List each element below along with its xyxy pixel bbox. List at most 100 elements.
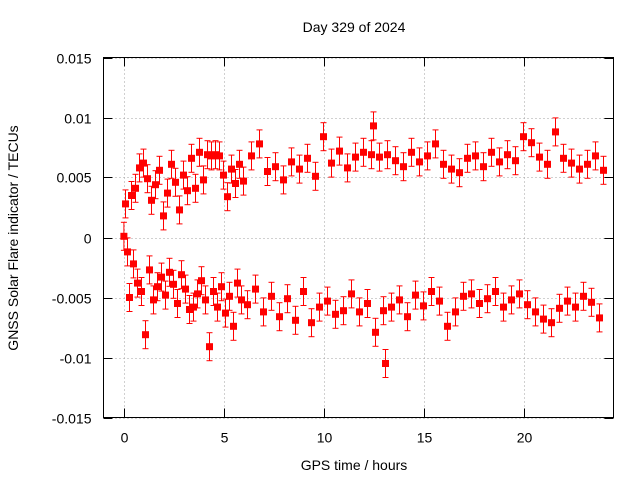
data-point [238,285,245,315]
data-point [440,149,447,179]
data-point [536,142,543,172]
plot-frame [103,57,614,418]
data-point [234,268,241,298]
data-point [444,311,451,341]
data-point [144,164,151,194]
data-point [370,111,377,141]
data-point [516,279,523,309]
data-point [568,148,575,178]
data-point [256,129,263,159]
data-point [158,262,165,292]
y-tick-label: 0.015 [56,51,91,67]
data-point [592,141,599,171]
data-point [316,292,323,322]
data-point [240,166,247,196]
data-point [130,249,137,279]
data-point [174,289,181,318]
data-point [196,137,203,167]
data-point [560,143,567,173]
data-point [412,280,419,310]
data-point [324,286,331,316]
data-point [332,299,339,329]
data-point [372,317,379,347]
data-point [340,296,347,326]
data-point [360,137,367,167]
data-point [138,277,145,306]
data-point [136,153,143,183]
data-point [288,147,295,177]
data-point [182,274,189,304]
data-point [252,274,259,304]
data-point [452,297,459,327]
data-point [218,272,225,302]
data-point [168,149,175,179]
data-point [456,158,463,188]
data-point [184,176,191,206]
data-point [206,332,213,362]
data-point [496,147,503,177]
data-point [122,189,129,219]
data-point [400,152,407,182]
data-point [584,149,591,179]
data-point [464,143,471,173]
data-point [382,349,389,378]
data-point [544,149,551,179]
y-tick-label: -0.01 [60,351,92,367]
data-point [134,268,141,298]
x-tick-label: 15 [417,430,433,446]
data-point [380,296,387,326]
grid [103,57,614,419]
data-point [244,290,251,320]
data-point [292,305,299,335]
data-point [600,155,607,185]
data-point [408,137,415,167]
data-point [368,140,375,170]
data-point [188,143,195,173]
data-point [492,277,499,306]
data-point [504,140,511,170]
data-point [576,154,583,184]
data-point [416,147,423,177]
data-point [392,146,399,176]
data-point [120,221,128,251]
data-point [148,185,155,215]
data-point [128,181,135,210]
data-point [230,311,237,341]
data-point [304,143,311,173]
data-point [552,117,559,147]
y-tick-label: 0 [84,231,92,247]
data-point [364,289,371,318]
data-point [248,141,255,171]
data-point [212,140,219,170]
data-point [528,128,535,158]
data-point [156,155,163,185]
data-point [500,292,507,322]
data-point [154,272,161,302]
data-series [120,111,607,378]
x-tick-label: 5 [221,430,229,446]
data-point [320,122,327,152]
data-point [210,277,217,306]
x-tick-labels: 0 5 10 15 20 [121,430,533,446]
data-point [214,292,221,322]
data-point [172,167,179,197]
data-point [484,284,491,314]
data-point [300,277,307,306]
data-point [548,308,555,338]
data-point [376,142,383,172]
y-tick-label: 0.01 [64,111,91,127]
data-point [512,146,519,176]
y-tick-label: 0.005 [56,170,91,186]
data-point [166,257,173,287]
data-point [272,152,279,182]
data-point [520,122,527,152]
data-point [508,285,515,315]
data-point [404,302,411,332]
data-point [580,281,587,311]
chart-title: Day 329 of 2024 [303,19,406,35]
x-tick-label: 0 [121,430,129,446]
data-point [472,141,479,171]
data-point [424,141,431,171]
data-points [120,111,607,378]
